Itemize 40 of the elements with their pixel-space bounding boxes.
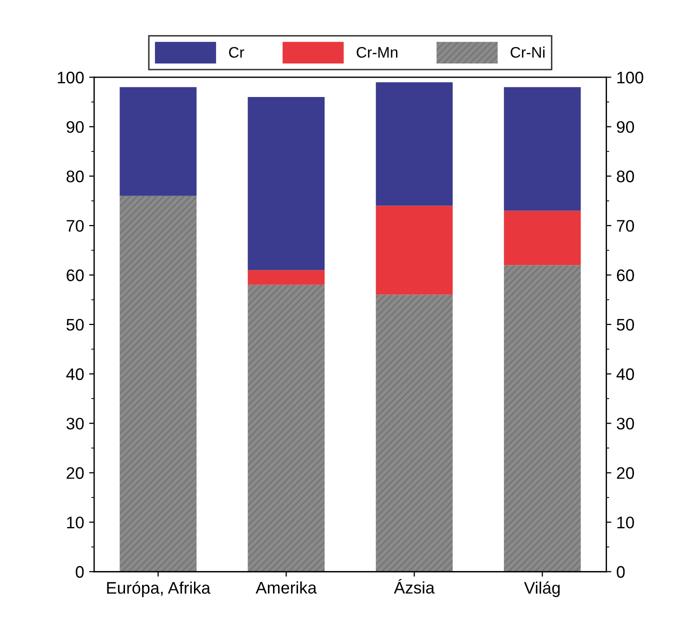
y-tick-label: 0 xyxy=(76,566,84,578)
y2-tick-label: 50 xyxy=(616,318,634,331)
y-tick-label: 80 xyxy=(66,170,84,182)
y-tick-label: 30 xyxy=(66,418,84,430)
y2-tick-label: 0 xyxy=(616,566,625,578)
bar xyxy=(504,87,581,211)
y2-tick-label: 10 xyxy=(617,516,634,528)
legend-label: Cr-Ni xyxy=(510,46,544,58)
x-tick-label: Amerika xyxy=(256,581,317,594)
y-tick-label: 10 xyxy=(67,516,84,528)
y-tick-label: 90 xyxy=(66,121,84,133)
y2-tick-label: 40 xyxy=(616,368,634,380)
bar xyxy=(248,284,325,572)
y-tick-label: 50 xyxy=(66,318,84,331)
legend-label: Cr-Mn xyxy=(356,46,398,58)
bar xyxy=(504,265,581,572)
bar xyxy=(376,206,453,295)
bar xyxy=(376,82,453,206)
y-tick-label: 40 xyxy=(66,368,84,380)
bar xyxy=(376,294,453,572)
x-tick-label: Ázsia xyxy=(394,578,435,594)
bar xyxy=(120,196,197,572)
bar xyxy=(248,97,325,270)
y2-tick-label: 90 xyxy=(616,121,634,133)
bar xyxy=(120,87,197,196)
y2-tick-label: 80 xyxy=(616,170,634,182)
y-tick-label: 60 xyxy=(66,269,84,282)
x-tick-label: Európa, Afrika xyxy=(107,581,210,598)
y-tick-label: 100 xyxy=(58,72,84,84)
x-tick-label: Világ xyxy=(524,581,560,598)
y-tick-label: 70 xyxy=(66,220,84,232)
y2-tick-label: 20 xyxy=(616,467,634,479)
y2-tick-label: 60 xyxy=(616,269,634,282)
y2-tick-label: 70 xyxy=(616,220,634,232)
bar xyxy=(504,210,581,266)
y2-tick-label: 30 xyxy=(616,418,634,430)
legend-label: Cr xyxy=(229,46,244,58)
y2-tick-label: 100 xyxy=(617,72,644,84)
bar xyxy=(248,270,325,285)
y-tick-label: 20 xyxy=(66,467,84,479)
